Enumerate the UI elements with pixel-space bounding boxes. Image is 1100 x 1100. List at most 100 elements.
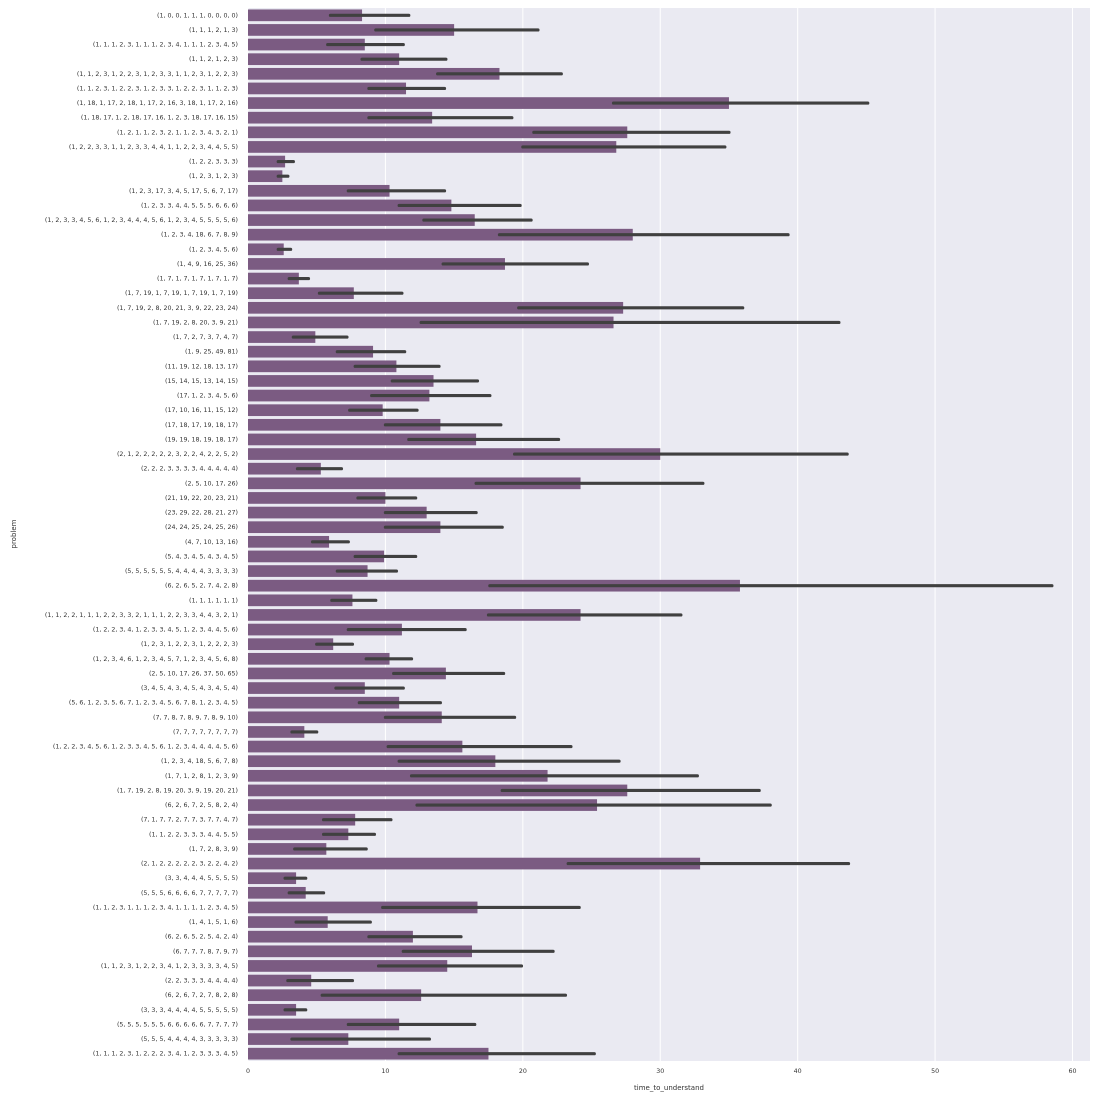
bar [248, 243, 284, 256]
x-tick-labels: 0 10 20 30 40 50 60 [246, 1068, 1077, 1075]
y-tick-label: (19, 19, 18, 19, 18, 17) [165, 436, 238, 443]
bar [248, 53, 400, 66]
y-tick-label: (1, 1, 1, 1, 1, 1) [189, 597, 238, 604]
y-tick-label: (1, 7, 1, 2, 8, 1, 2, 3, 9) [165, 773, 238, 780]
bar [248, 711, 442, 724]
bar [248, 565, 368, 577]
y-tick-label: (5, 5, 5, 5, 5, 5, 6, 6, 6, 6, 6, 7, 7, … [117, 1021, 238, 1028]
y-tick-label: (4, 7, 10, 13, 16) [185, 539, 238, 546]
y-tick-label: (1, 2, 3, 4, 18, 6, 7, 8, 9) [161, 232, 238, 239]
y-tick-label: (1, 1, 2, 3, 1, 2, 2, 3, 1, 2, 3, 3, 1, … [77, 71, 238, 78]
bar [248, 638, 334, 651]
bar [248, 258, 505, 270]
bar [248, 141, 617, 153]
bar [248, 184, 390, 197]
bar [248, 609, 581, 621]
y-tick-label: (1, 2, 2, 3, 4, 1, 2, 3, 3, 4, 5, 1, 2, … [93, 627, 238, 634]
y-tick-label: (11, 19, 12, 18, 13, 17) [165, 363, 238, 370]
y-tick-label: (2, 5, 10, 17, 26, 37, 50, 65) [149, 670, 238, 677]
bar [248, 652, 390, 665]
y-tick-label: (1, 7, 19, 2, 8, 20, 3, 9, 21) [153, 319, 238, 326]
y-tick-label: (1, 2, 3, 17, 3, 4, 5, 17, 5, 6, 7, 17) [129, 188, 238, 195]
bar [248, 813, 356, 826]
y-tick-label: (1, 1, 1, 2, 3, 1, 2, 2, 2, 3, 4, 1, 2, … [93, 1051, 238, 1058]
bar [248, 477, 581, 490]
bar [248, 345, 374, 358]
x-tick-label: 0 [246, 1068, 250, 1075]
y-tick-label: (23, 29, 22, 28, 21, 27) [165, 510, 238, 517]
y-tick-label: (6, 2, 6, 7, 2, 5, 8, 2, 4) [165, 802, 238, 809]
bar [248, 960, 448, 972]
bar [248, 594, 353, 607]
bar [248, 272, 299, 285]
y-tick-label: (1, 2, 2, 3, 4, 5, 6, 1, 2, 3, 3, 4, 5, … [53, 744, 238, 751]
y-tick-label: (1, 1, 2, 3, 1, 1, 1, 2, 3, 4, 1, 1, 1, … [93, 904, 238, 911]
y-tick-label: (2, 2, 2, 3, 3, 3, 3, 4, 4, 4, 4, 4) [141, 466, 238, 473]
bar [248, 740, 463, 753]
bar [248, 448, 661, 460]
y-tick-label: (5, 4, 3, 4, 5, 4, 3, 4, 5) [165, 553, 238, 560]
x-tick-label: 30 [656, 1068, 664, 1075]
bar [248, 126, 628, 139]
bar [248, 301, 624, 314]
bar [248, 404, 383, 417]
y-tick-label: (1, 2, 2, 3, 3, 1, 1, 2, 3, 3, 4, 4, 1, … [69, 144, 238, 151]
x-tick-label: 60 [1068, 1068, 1076, 1075]
bar [248, 97, 729, 109]
y-tick-label: (1, 2, 3, 4, 5, 6) [189, 246, 238, 253]
y-tick-label: (1, 2, 3, 4, 18, 5, 6, 7, 8) [161, 758, 238, 765]
y-tick-label: (2, 5, 10, 17, 26) [185, 480, 238, 487]
y-tick-label: (6, 2, 6, 5, 2, 7, 4, 2, 8) [165, 583, 238, 590]
y-tick-label: (1, 1, 2, 3, 1, 2, 2, 3, 4, 1, 2, 3, 3, … [101, 963, 238, 970]
bar [248, 9, 363, 22]
bar [248, 521, 441, 534]
y-tick-label: (7, 1, 7, 7, 2, 7, 7, 3, 7, 7, 4, 7) [141, 817, 238, 824]
gridlines [247, 8, 1073, 1061]
y-tick-label: (1, 2, 2, 3, 3, 3) [189, 159, 238, 166]
y-tick-label: (1, 18, 17, 1, 2, 18, 17, 16, 1, 2, 3, 1… [81, 115, 238, 122]
bar [248, 82, 407, 95]
y-tick-label: (24, 24, 25, 24, 25, 26) [165, 524, 238, 531]
y-tick-label: (1, 1, 1, 2, 3, 1, 1, 1, 2, 3, 4, 1, 1, … [93, 42, 238, 49]
bar [248, 375, 434, 387]
y-tick-labels: (1, 0, 0, 1, 1, 1, 0, 0, 0, 0) (1, 1, 1, … [45, 12, 238, 1057]
bar [248, 886, 306, 899]
bar [248, 214, 475, 226]
y-tick-label: (6, 2, 6, 7, 2, 7, 8, 2, 8) [165, 992, 238, 999]
y-tick-label: (15, 14, 15, 13, 14, 15) [165, 378, 238, 385]
y-tick-label: (2, 1, 2, 2, 2, 2, 2, 3, 2, 2, 4, 2, 2, … [117, 451, 238, 458]
bar [248, 199, 452, 212]
y-tick-label: (1, 18, 1, 17, 2, 18, 1, 17, 2, 16, 3, 1… [77, 100, 238, 107]
bar [248, 682, 365, 694]
bar [248, 492, 386, 504]
y-tick-label: (17, 1, 2, 3, 4, 5, 6) [177, 393, 238, 400]
y-tick-label: (2, 2, 3, 3, 3, 4, 4, 4, 4) [165, 978, 238, 985]
y-tick-label: (1, 7, 1, 7, 1, 7, 1, 7, 1, 7) [157, 276, 238, 283]
y-tick-label: (3, 3, 3, 4, 4, 4, 4, 5, 5, 5, 5, 5) [141, 1007, 238, 1014]
bar [248, 974, 312, 987]
plot-background [248, 8, 1090, 1061]
x-tick-label: 40 [794, 1068, 802, 1075]
bar [248, 916, 328, 928]
bar [248, 1018, 400, 1031]
bar [248, 901, 478, 914]
bar [248, 535, 330, 548]
x-tick-label: 50 [931, 1068, 939, 1075]
y-tick-label: (5, 5, 5, 5, 5, 5, 4, 4, 4, 4, 3, 3, 3, … [125, 568, 238, 575]
y-tick-label: (1, 4, 1, 5, 1, 6) [189, 919, 238, 926]
bar [248, 170, 283, 183]
y-tick-label: (1, 2, 3, 1, 2, 3) [189, 173, 238, 180]
y-tick-label: (21, 19, 22, 20, 23, 21) [165, 495, 238, 502]
bar [248, 726, 305, 738]
bar [248, 623, 402, 636]
x-tick-label: 20 [519, 1068, 527, 1075]
y-tick-label: (1, 2, 3, 1, 2, 2, 3, 1, 2, 2, 2, 3) [141, 641, 238, 648]
bar [248, 38, 365, 51]
bar [248, 228, 633, 241]
bar [248, 360, 397, 373]
bar [248, 696, 400, 709]
y-tick-label: (1, 7, 19, 2, 8, 19, 20, 3, 9, 19, 20, 2… [117, 787, 238, 794]
bar [248, 769, 548, 782]
error-bars [276, 13, 1054, 1056]
bar [248, 1003, 297, 1016]
